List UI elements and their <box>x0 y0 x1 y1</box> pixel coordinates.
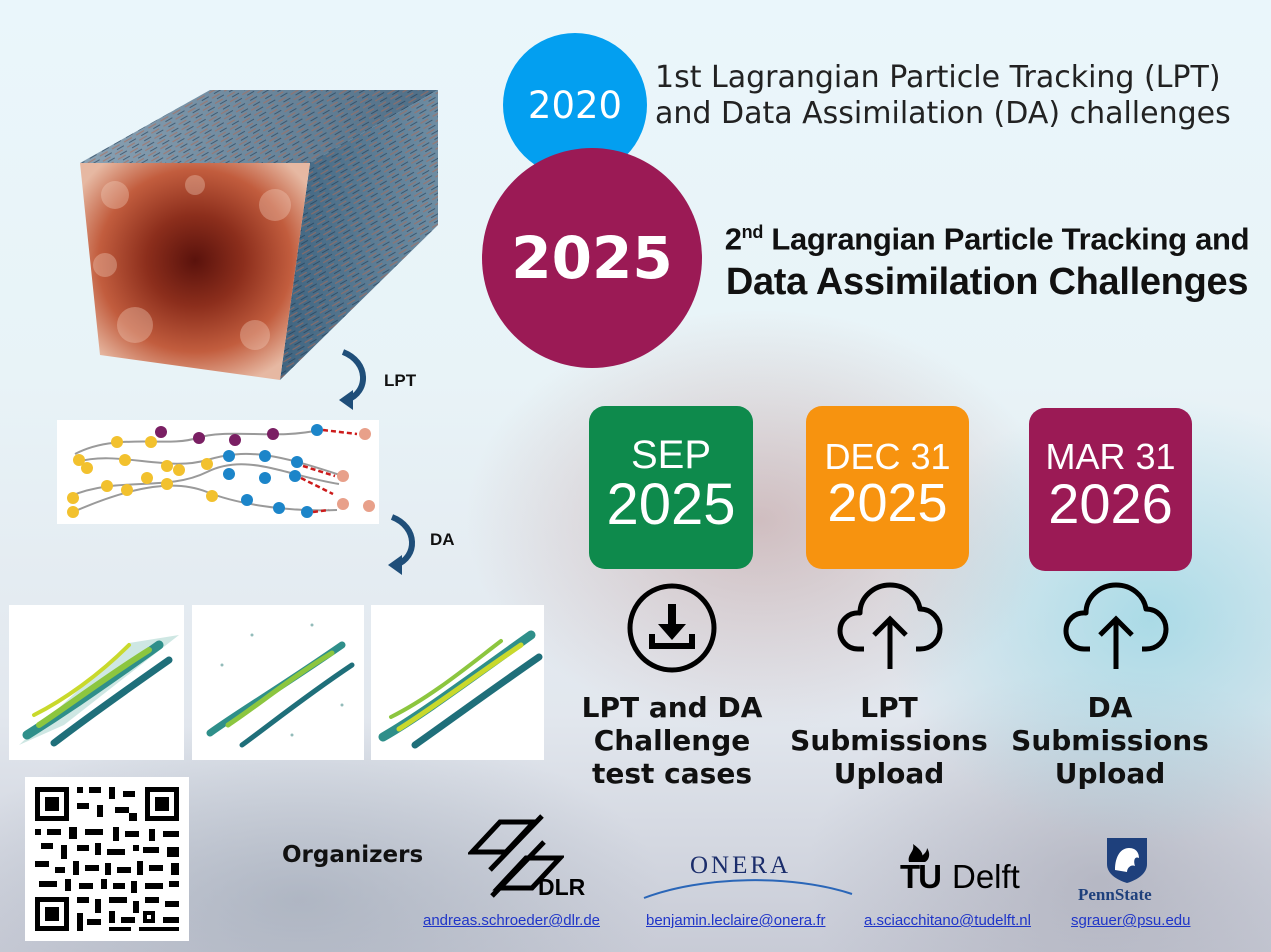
download-icon[interactable] <box>626 582 718 674</box>
milestone-3-caption-line-2: Submissions <box>1011 724 1209 757</box>
first-challenge-line-2: and Data Assimilation (DA) challenges <box>655 96 1231 131</box>
milestone-1-caption-line-2: Challenge <box>593 724 751 757</box>
heading-ordinal-suffix: nd <box>741 222 764 242</box>
tudelft-logo-tu[interactable]: TU <box>900 858 942 895</box>
milestone-2-caption-line-1: LPT <box>860 691 918 724</box>
email-link-pennstate[interactable]: sgrauer@psu.edu <box>1071 912 1191 929</box>
milestone-1-caption: LPT and DA Challenge test cases <box>557 691 787 790</box>
milestone-1-month: SEP <box>630 433 712 477</box>
particle-tracks-image <box>57 420 379 524</box>
milestone-2-month: DEC 31 <box>824 436 951 477</box>
milestone-date-box-1: SEP 2025 <box>589 406 753 569</box>
milestone-3-caption-line-3: Upload <box>1054 757 1166 790</box>
onera-logo-text: ONERA <box>690 852 792 879</box>
milestone-3-caption-line-1: DA <box>1087 691 1133 724</box>
qr-code-image[interactable] <box>25 777 189 941</box>
milestone-1-caption-line-3: test cases <box>592 757 752 790</box>
milestone-2-caption-line-3: Upload <box>833 757 945 790</box>
vortex-field-thumbnail-1 <box>9 605 184 760</box>
milestone-3-month: MAR 31 <box>1045 436 1176 477</box>
milestone-2-caption: LPT Submissions Upload <box>774 691 1004 790</box>
heading-line-1-text: Lagrangian Particle Tracking and <box>763 221 1250 257</box>
first-challenge-line-1: 1st Lagrangian Particle Tracking (LPT) <box>655 60 1221 95</box>
cloud-upload-icon[interactable] <box>836 577 944 672</box>
milestone-3-year: 2026 <box>1048 472 1173 535</box>
email-link-dlr[interactable]: andreas.schroeder@dlr.de <box>423 912 600 929</box>
milestone-2-caption-line-2: Submissions <box>790 724 988 757</box>
dlr-logo-text: DLR <box>538 874 586 900</box>
lpt-step-label: LPT <box>384 371 417 390</box>
heading-line-2-text: Data Assimilation Challenges <box>725 261 1249 304</box>
dlr-logo[interactable] <box>468 812 564 898</box>
milestone-date-box-2: DEC 31 2025 <box>806 406 969 569</box>
second-challenge-heading: 2nd Lagrangian Particle Tracking and Dat… <box>712 212 1262 305</box>
vortex-field-thumbnail-2 <box>192 605 364 760</box>
milestone-date-box-3: MAR 31 2026 <box>1029 408 1192 571</box>
turbulent-channel-box-image <box>80 90 438 380</box>
email-link-onera[interactable]: benjamin.leclaire@onera.fr <box>646 912 826 929</box>
cloud-upload-icon[interactable] <box>1062 577 1170 672</box>
tudelft-logo-delft: Delft <box>952 858 1020 895</box>
lpt-curved-arrow-icon <box>339 349 366 410</box>
tudelft-flame-icon <box>908 844 930 862</box>
vortex-field-thumbnail-3 <box>371 605 544 760</box>
organizers-label: Organizers <box>282 842 424 868</box>
email-link-tudelft[interactable]: a.sciacchitano@tudelft.nl <box>864 912 1031 929</box>
da-curved-arrow-icon <box>388 514 415 575</box>
da-step-label: DA <box>430 530 455 549</box>
milestone-1-caption-line-1: LPT and DA <box>581 691 763 724</box>
pennstate-logo-text[interactable]: PennState <box>1078 885 1152 904</box>
pennstate-shield-icon <box>1107 838 1147 883</box>
heading-ordinal-number: 2 <box>724 221 742 257</box>
year-2025-badge: 2025 <box>482 148 702 368</box>
year-2020-text: 2020 <box>527 83 623 127</box>
year-2025-text: 2025 <box>511 224 673 292</box>
milestone-3-caption: DA Submissions Upload <box>995 691 1225 790</box>
first-challenge-heading: 1st Lagrangian Particle Tracking (LPT) a… <box>655 60 1255 132</box>
onera-logo-swoosh <box>643 879 853 899</box>
milestone-2-year: 2025 <box>827 473 948 533</box>
milestone-1-year: 2025 <box>606 472 736 537</box>
